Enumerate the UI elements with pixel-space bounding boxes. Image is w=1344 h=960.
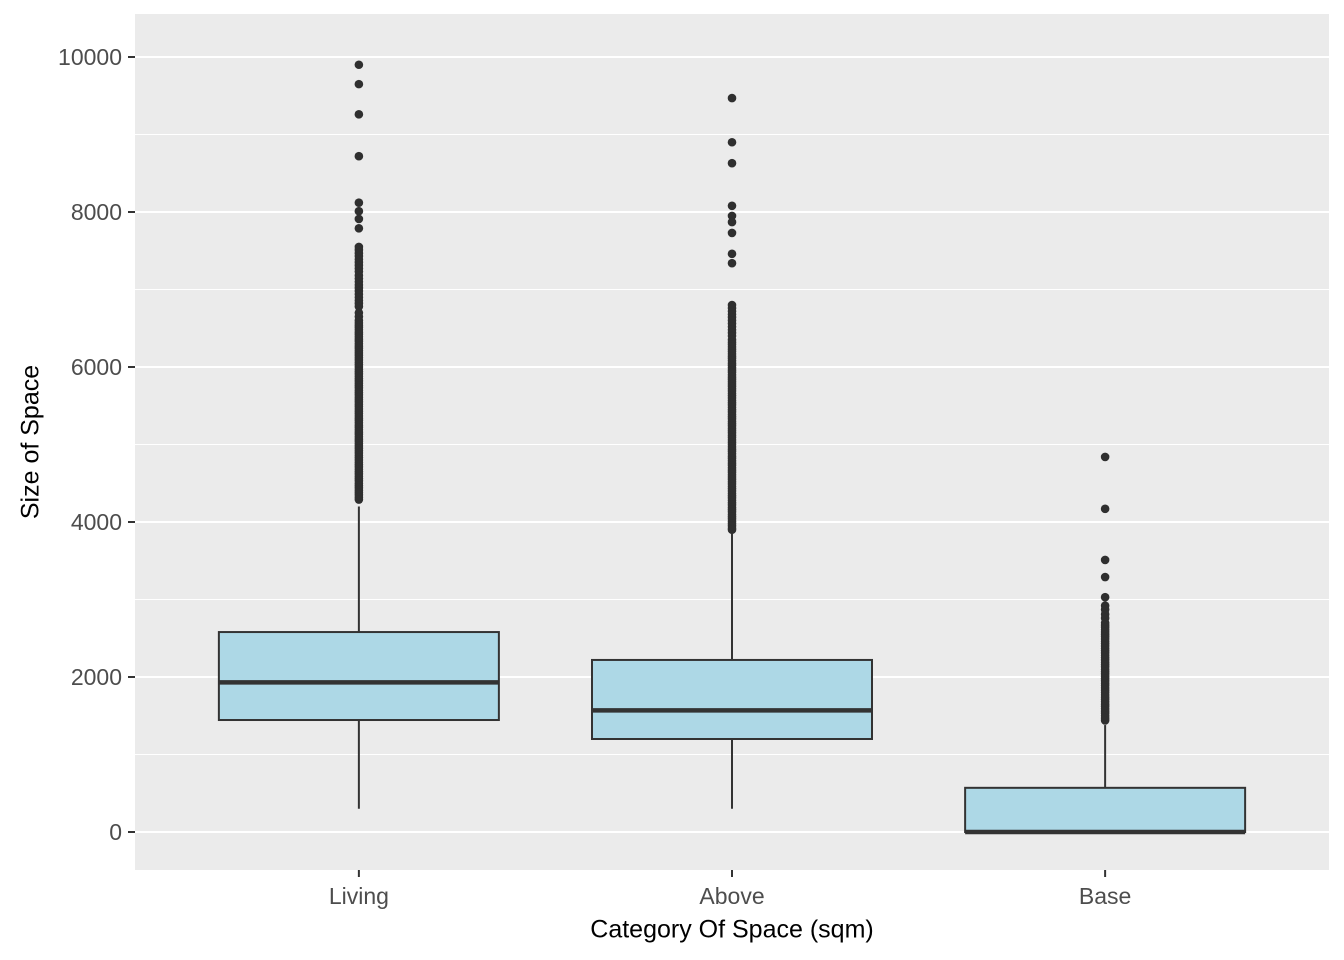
- outlier-point-living: [354, 151, 364, 161]
- outlier-point-above: [727, 525, 737, 535]
- outlier-point-base: [1100, 452, 1110, 462]
- outlier-point-above: [727, 217, 737, 227]
- x-tick-label-above: Above: [699, 883, 764, 909]
- y-tick-label: 2000: [71, 664, 122, 690]
- outlier-point-living: [354, 79, 364, 89]
- outlier-point-above: [727, 211, 737, 221]
- outlier-point-base: [1100, 572, 1110, 582]
- outlier-point-living: [354, 206, 364, 216]
- outlier-point-living: [354, 302, 364, 311]
- y-axis-title: Size of Space: [16, 364, 45, 520]
- x-tick-label-base: Base: [1079, 883, 1131, 909]
- y-tick-label: 8000: [71, 199, 122, 225]
- outlier-point-living: [354, 223, 364, 233]
- outlier-point-living: [354, 198, 364, 207]
- outlier-point-base: [1100, 555, 1110, 565]
- outlier-point-above: [727, 158, 737, 168]
- boxplot-box-base: [964, 786, 1247, 834]
- outlier-point-above: [727, 258, 737, 268]
- outlier-point-living: [354, 60, 364, 70]
- x-tick-label-living: Living: [329, 883, 389, 909]
- x-axis-title: Category Of Space (sqm): [590, 915, 874, 944]
- outlier-point-living: [354, 495, 364, 504]
- y-tick-label: 10000: [58, 44, 122, 70]
- outlier-point-above: [727, 228, 737, 238]
- outlier-point-above: [727, 137, 737, 147]
- outlier-point-above: [727, 93, 737, 103]
- outlier-point-base: [1100, 504, 1110, 514]
- outlier-point-base: [1100, 716, 1110, 725]
- y-tick-label: 6000: [71, 354, 122, 380]
- y-tick-label: 4000: [71, 509, 122, 535]
- y-tick-label: 0: [109, 819, 122, 845]
- outlier-point-base: [1100, 592, 1110, 602]
- outlier-point-living: [354, 214, 364, 224]
- boxplot-box-above: [591, 658, 873, 741]
- outlier-point-above: [727, 201, 737, 211]
- outlier-point-above: [727, 249, 737, 259]
- boxplot-box-living: [217, 631, 500, 722]
- outlier-point-living: [354, 110, 364, 119]
